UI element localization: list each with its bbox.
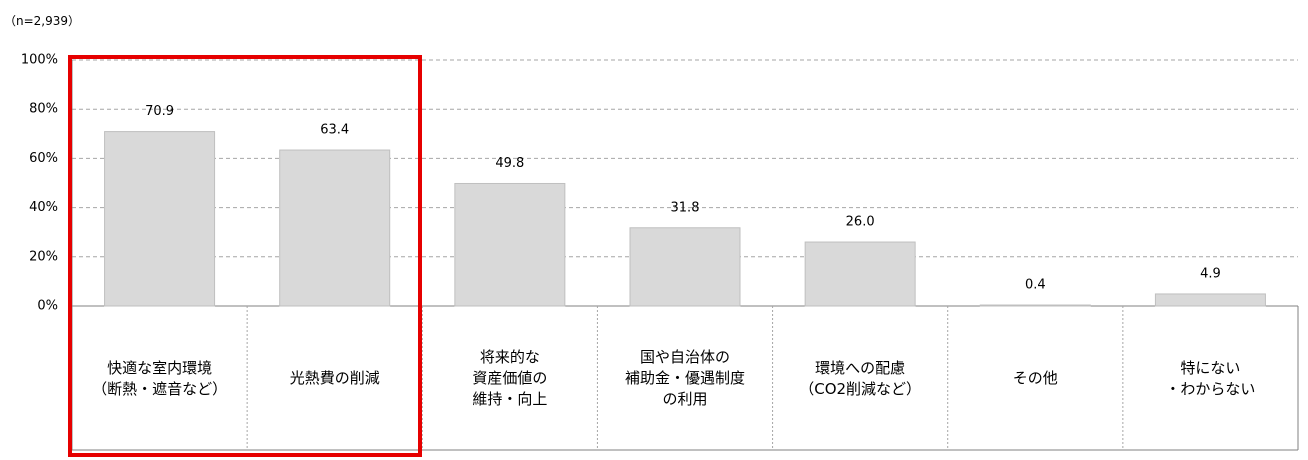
value-label: 4.9 <box>1200 266 1221 281</box>
y-tick-label: 0% <box>37 299 58 314</box>
category-label: 環境への配慮 （CO2削減など） <box>799 358 922 398</box>
category-label: 快適な室内環境 （断熱・遮音など） <box>92 358 228 398</box>
value-label: 26.0 <box>846 215 875 230</box>
y-tick-label: 80% <box>29 102 58 117</box>
bar <box>979 304 1091 307</box>
sample-size-note: （n=2,939） <box>4 14 81 28</box>
value-label: 70.9 <box>145 104 174 119</box>
y-tick-label: 60% <box>29 151 58 166</box>
bar <box>1154 293 1266 307</box>
category-label: 特にない ・わからない <box>1165 358 1256 398</box>
y-tick-label: 100% <box>21 53 58 68</box>
y-tick-label: 20% <box>29 249 58 264</box>
highlight-box <box>68 55 422 457</box>
category-label: その他 <box>1012 369 1058 387</box>
bar <box>454 182 566 307</box>
value-label: 0.4 <box>1025 278 1046 293</box>
category-label: 光熱費の削減 <box>289 369 380 387</box>
value-label: 49.8 <box>495 156 524 171</box>
value-label: 31.8 <box>671 200 700 215</box>
bar <box>279 149 391 307</box>
value-label: 63.4 <box>320 123 349 138</box>
y-tick-label: 40% <box>29 200 58 215</box>
category-label: 将来的な 資産価値の 維持・向上 <box>472 348 548 408</box>
bar <box>804 241 916 307</box>
bar <box>104 131 216 307</box>
category-label: 国や自治体の 補助金・優遇制度 の利用 <box>624 348 745 408</box>
bar <box>629 227 741 307</box>
